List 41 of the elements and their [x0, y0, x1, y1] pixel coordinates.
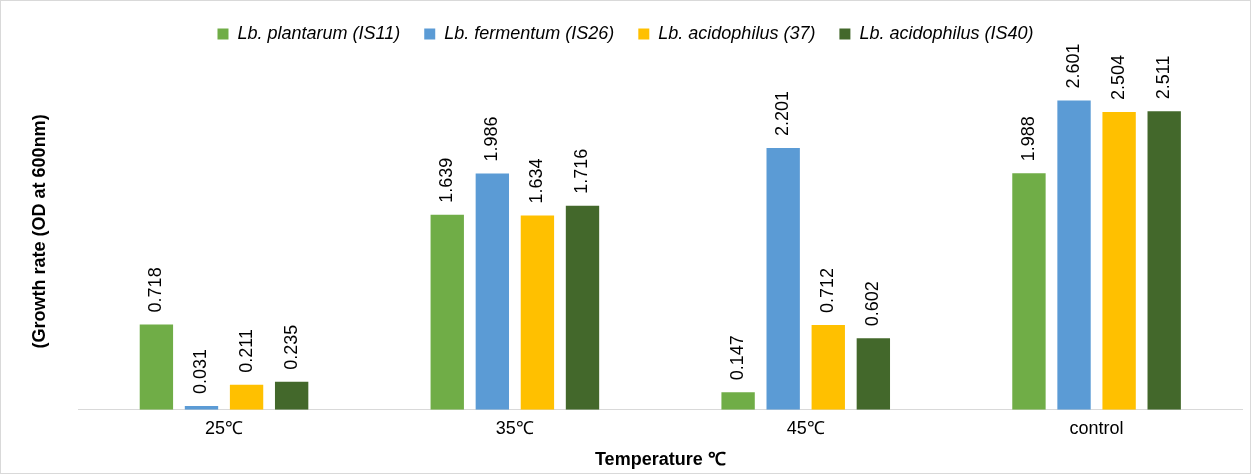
y-axis-title: (Growth rate (OD at 600nm) — [28, 114, 49, 349]
x-tick-label: 25℃ — [205, 417, 244, 438]
bar — [274, 381, 309, 410]
data-label: 2.504 — [1108, 54, 1129, 100]
data-label: 0.712 — [817, 268, 838, 314]
bar — [1057, 100, 1091, 410]
bar — [721, 392, 755, 410]
data-label: 1.988 — [1017, 116, 1038, 162]
data-label: 0.211 — [235, 328, 256, 373]
x-tick-label: 35℃ — [495, 417, 534, 438]
data-label: 0.602 — [862, 281, 883, 327]
x-tick-label: control — [1069, 417, 1124, 438]
bar — [1102, 111, 1136, 410]
bar — [475, 173, 510, 410]
x-tick-label: 45℃ — [786, 417, 825, 438]
bar — [766, 148, 800, 410]
legend-label: Lb. plantarum (IS11) — [237, 23, 401, 43]
bar — [430, 214, 464, 410]
data-label: 0.718 — [145, 267, 166, 313]
data-label: 1.986 — [481, 116, 502, 162]
data-label: 0.147 — [727, 335, 748, 381]
bar — [811, 325, 845, 410]
bar — [1147, 111, 1181, 410]
bar — [565, 205, 600, 410]
x-axis-title: Temperature ℃ — [594, 449, 726, 470]
bar — [1012, 173, 1046, 410]
data-label: 2.201 — [772, 90, 793, 137]
bar — [520, 215, 555, 410]
bar — [856, 338, 891, 410]
data-label: 2.511 — [1153, 55, 1174, 100]
data-label: 2.601 — [1063, 43, 1083, 89]
data-label: 0.235 — [280, 324, 301, 370]
legend-label: Lb. acidophilus (37) — [658, 23, 816, 43]
bar — [139, 324, 174, 410]
data-label: 1.639 — [436, 157, 457, 203]
legend-label: Lb. acidophilus (IS40) — [859, 23, 1034, 43]
data-label: 0.031 — [190, 349, 211, 395]
bar — [229, 384, 264, 410]
data-label: 1.716 — [571, 148, 592, 194]
legend-label: Lb. fermentum (IS26) — [444, 23, 615, 43]
data-label: 1.634 — [526, 158, 547, 204]
